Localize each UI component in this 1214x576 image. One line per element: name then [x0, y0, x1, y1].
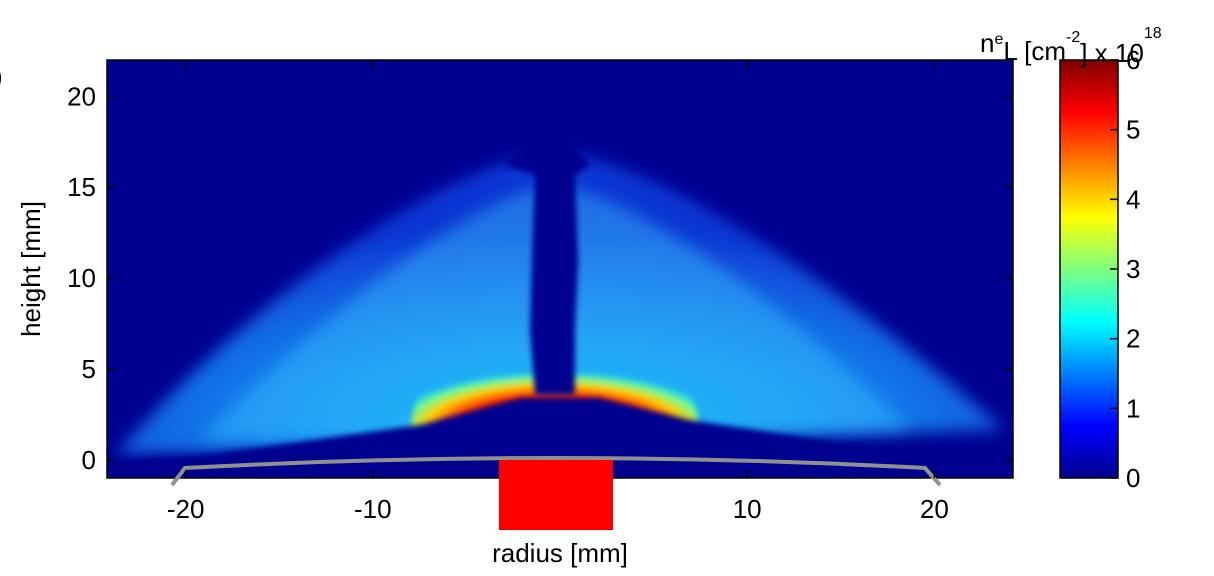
colorbar-label-part: n — [980, 28, 994, 58]
colorbar-label-part: L [cm — [1003, 36, 1066, 66]
colorbar-tick-label: 4 — [1126, 184, 1140, 214]
y-tick-label: 5 — [82, 354, 96, 384]
heatmap-image — [107, 60, 1013, 478]
figure: ) radius [mm] height [mm] neL [cm-2] x 1… — [0, 0, 1214, 571]
colorbar-tick-label: 1 — [1126, 393, 1140, 423]
y-tick-label: 20 — [67, 81, 96, 111]
y-tick-label: 15 — [67, 172, 96, 202]
y-tick-label: 0 — [82, 445, 96, 475]
colorbar-label-part: -2 — [1066, 29, 1080, 46]
electrode — [499, 460, 613, 530]
panel-label: ) — [0, 61, 3, 91]
x-tick-label: 20 — [920, 494, 949, 524]
x-tick-label: -10 — [354, 494, 392, 524]
colorbar-tick-label: 5 — [1126, 115, 1140, 145]
x-axis-label: radius [mm] — [492, 538, 628, 568]
colorbar-tick-label: 0 — [1126, 463, 1140, 493]
x-tick-label: 10 — [733, 494, 762, 524]
colorbar-label-part: 18 — [1144, 25, 1162, 42]
colorbar-label-part: e — [994, 31, 1003, 48]
x-tick-label: -20 — [167, 494, 205, 524]
colorbar-tick-label: 3 — [1126, 254, 1140, 284]
colorbar — [1060, 60, 1118, 478]
colorbar-tick-label: 6 — [1126, 45, 1140, 75]
colorbar-tick-label: 2 — [1126, 324, 1140, 354]
y-axis-label: height [mm] — [16, 201, 46, 337]
y-tick-label: 10 — [67, 263, 96, 293]
